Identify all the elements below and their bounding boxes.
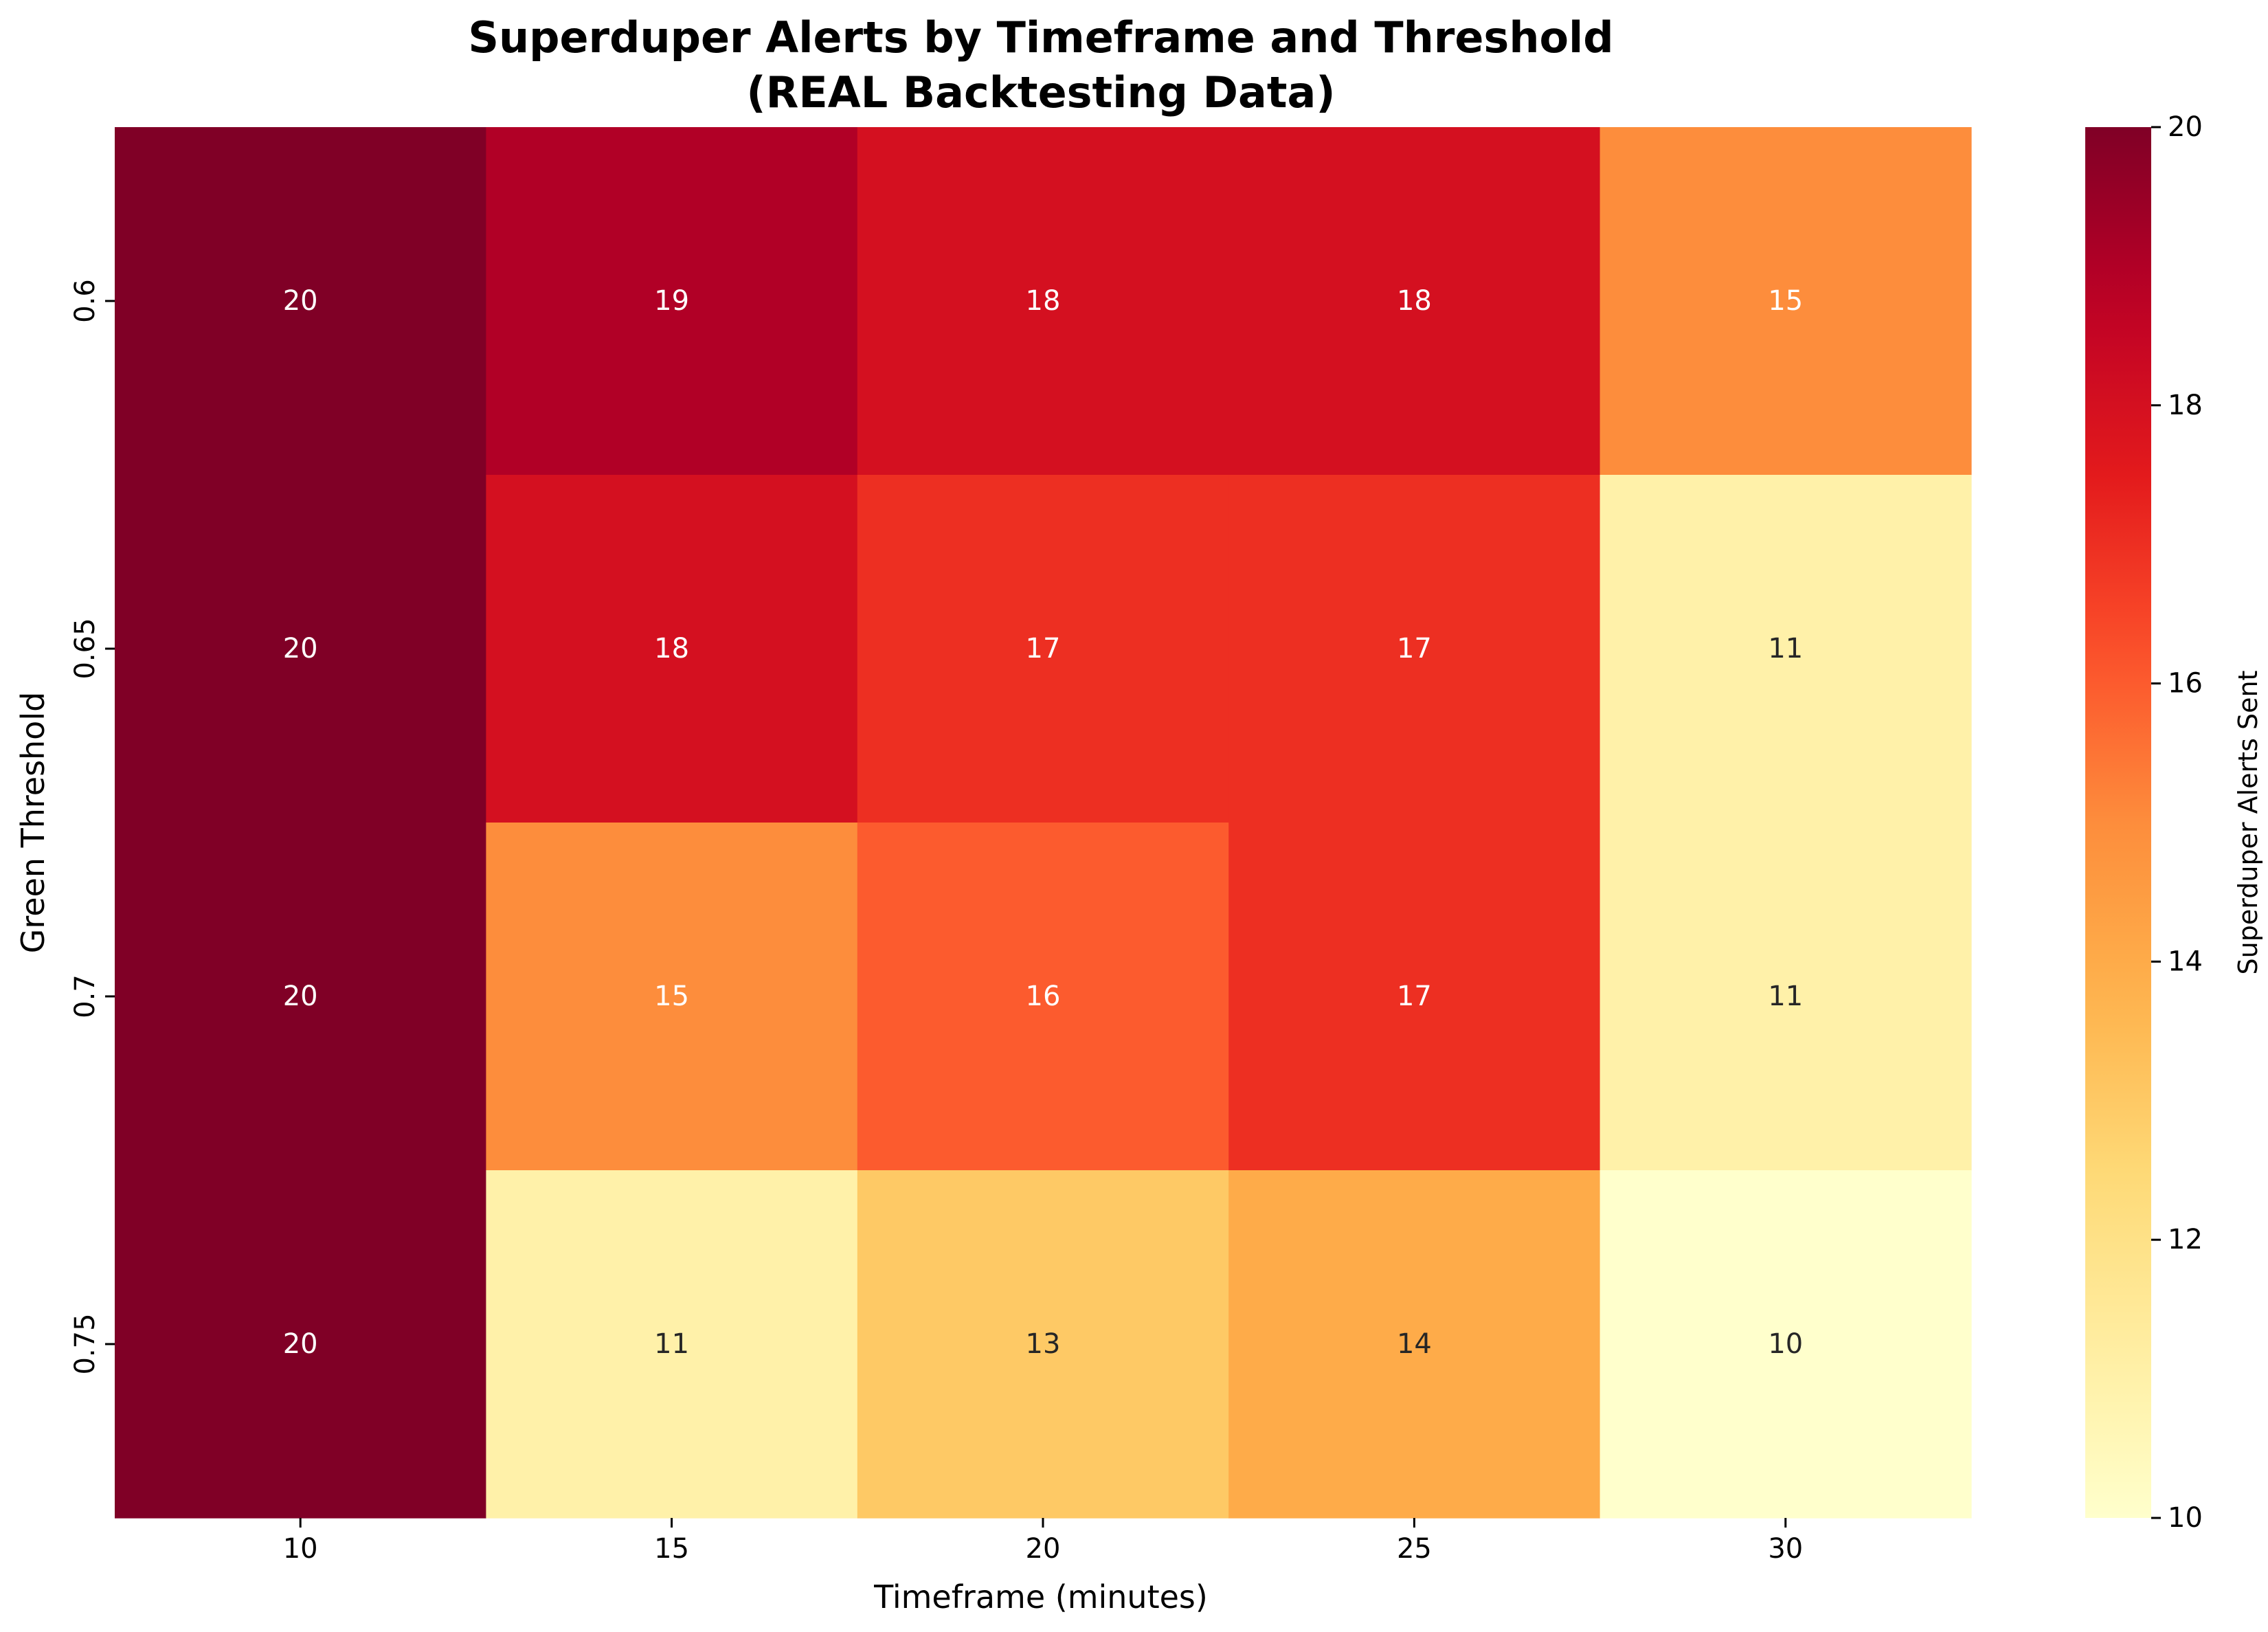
x-axis-ticks: 10 15 20 25 30 — [283, 1518, 1803, 1565]
heatmap-cell — [486, 1170, 858, 1519]
heatmap-cell — [115, 1170, 486, 1519]
cell-value-label: 15 — [654, 981, 689, 1012]
colorbar-tick-label: 14 — [2168, 946, 2203, 977]
heatmap-cell — [1228, 127, 1601, 476]
cell-value-label: 19 — [654, 285, 689, 317]
y-tick-label: 0.7 — [69, 974, 101, 1018]
y-tick-label: 0.75 — [69, 1313, 101, 1374]
heatmap-cell — [1599, 1170, 1972, 1519]
colorbar-ticks: 10 12 14 16 18 20 — [2151, 111, 2203, 1534]
cell-value-label: 17 — [1397, 633, 1432, 664]
x-tick-label: 15 — [654, 1533, 689, 1565]
heatmap-cell — [486, 127, 858, 476]
cell-value-label: 20 — [283, 981, 318, 1012]
colorbar-tick-label: 16 — [2168, 668, 2203, 700]
cell-value-label: 20 — [283, 633, 318, 664]
colorbar-tick-label: 18 — [2168, 390, 2203, 421]
chart-title-line2: (REAL Backtesting Data) — [746, 67, 1335, 118]
heatmap-cell — [115, 823, 486, 1171]
y-tick-label: 0.65 — [69, 618, 101, 679]
heatmap-cell — [857, 127, 1229, 476]
chart-title-line1: Superduper Alerts by Timeframe and Thres… — [468, 12, 1613, 63]
cell-value-label: 18 — [654, 633, 689, 664]
y-axis-ticks: 0.6 0.65 0.7 0.75 — [69, 279, 115, 1375]
heatmap-cell — [857, 823, 1229, 1171]
cell-value-label: 17 — [1397, 981, 1432, 1012]
cell-value-label: 14 — [1397, 1328, 1432, 1360]
heatmap-cell — [115, 127, 486, 476]
x-tick-label: 25 — [1397, 1533, 1432, 1565]
heatmap-cell — [486, 475, 858, 823]
heatmap-cell — [1228, 1170, 1601, 1519]
heatmap-cell — [1599, 127, 1972, 476]
cell-value-label: 11 — [654, 1328, 689, 1360]
heatmap-cell — [115, 475, 486, 823]
colorbar-label: Superduper Alerts Sent — [2233, 671, 2263, 975]
cell-value-label: 20 — [283, 285, 318, 317]
cell-value-label: 20 — [283, 1328, 318, 1360]
y-axis-label: Green Threshold — [14, 692, 52, 954]
heatmap-cell — [857, 1170, 1229, 1519]
cell-value-label: 13 — [1026, 1328, 1061, 1360]
y-tick-label: 0.6 — [69, 279, 101, 323]
cell-value-label: 10 — [1768, 1328, 1803, 1360]
x-tick-label: 20 — [1026, 1533, 1061, 1565]
heatmap-cell — [1599, 823, 1972, 1171]
heatmap-cells — [115, 127, 1972, 1519]
heatmap-cell — [1228, 475, 1601, 823]
cell-value-label: 11 — [1768, 981, 1803, 1012]
cell-annotations: 20 19 18 18 15 20 18 17 17 11 20 15 16 17 11 20 11 13 14 10 — [283, 285, 1804, 1360]
cell-value-label: 11 — [1768, 633, 1803, 664]
cell-value-label: 15 — [1768, 285, 1803, 317]
x-tick-label: 10 — [283, 1533, 318, 1565]
heatmap-cell — [857, 475, 1229, 823]
colorbar-tick-label: 10 — [2168, 1502, 2203, 1534]
heatmap-cell — [1228, 823, 1601, 1171]
colorbar-tick-label: 20 — [2168, 111, 2203, 143]
cell-value-label: 17 — [1026, 633, 1061, 664]
heatmap-cell — [486, 823, 858, 1171]
cell-value-label: 18 — [1026, 285, 1061, 317]
x-tick-label: 30 — [1768, 1533, 1803, 1565]
colorbar-tick-label: 12 — [2168, 1224, 2203, 1255]
heatmap-cell — [1599, 475, 1972, 823]
x-axis-label: Timeframe (minutes) — [873, 1578, 1208, 1616]
colorbar — [2085, 127, 2151, 1518]
cell-value-label: 18 — [1397, 285, 1432, 317]
cell-value-label: 16 — [1026, 981, 1061, 1012]
